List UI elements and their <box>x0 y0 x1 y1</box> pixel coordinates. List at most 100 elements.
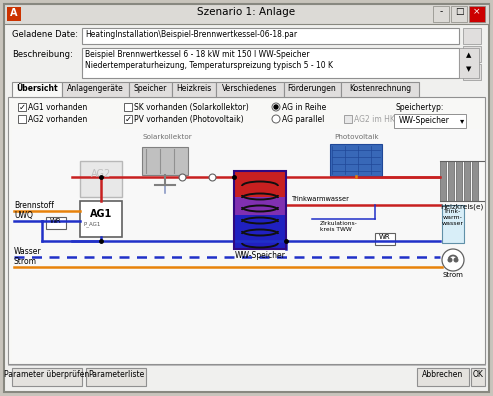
Bar <box>442 205 464 243</box>
Bar <box>463 64 481 80</box>
Circle shape <box>272 103 280 111</box>
Circle shape <box>448 258 452 262</box>
Bar <box>284 82 341 97</box>
Text: ▾: ▾ <box>460 116 464 125</box>
Bar <box>80 201 122 237</box>
Bar <box>463 28 481 44</box>
Circle shape <box>272 115 280 123</box>
Bar <box>459 48 479 78</box>
Bar <box>394 114 466 128</box>
Bar <box>124 115 132 123</box>
Bar <box>456 161 462 201</box>
Text: WR: WR <box>50 218 62 224</box>
Text: Niedertemperaturheizung, Temperaturspreizung typisch 5 - 10 K: Niedertemperaturheizung, Temperatursprei… <box>85 61 333 70</box>
Text: Strom: Strom <box>443 272 463 278</box>
Text: Beschreibung:: Beschreibung: <box>12 50 73 59</box>
Text: PV vorhanden (Photovoltaik): PV vorhanden (Photovoltaik) <box>134 115 244 124</box>
Text: ✓: ✓ <box>19 103 26 112</box>
Bar <box>18 103 26 111</box>
Text: OK: OK <box>473 370 484 379</box>
Text: Kostenrechnung: Kostenrechnung <box>349 84 411 93</box>
Circle shape <box>442 249 464 271</box>
Text: Szenario 1: Anlage: Szenario 1: Anlage <box>197 7 295 17</box>
Text: Solarkollektor: Solarkollektor <box>142 134 192 140</box>
Bar <box>82 28 459 44</box>
Text: A: A <box>10 8 18 18</box>
Text: Speichertyp:: Speichertyp: <box>396 103 444 112</box>
Bar <box>448 161 454 201</box>
Bar <box>234 171 286 198</box>
Text: Heizkreis: Heizkreis <box>176 84 211 93</box>
Bar <box>469 6 485 22</box>
Bar <box>86 368 146 386</box>
Text: AG2 vorhanden: AG2 vorhanden <box>28 115 87 124</box>
Bar <box>172 82 216 97</box>
Text: Brennstoff: Brennstoff <box>14 201 54 210</box>
Bar <box>330 144 382 176</box>
Bar <box>7 7 21 21</box>
Text: Parameter überprüfen: Parameter überprüfen <box>4 370 90 379</box>
Text: Anlagengeräte: Anlagengeräte <box>67 84 123 93</box>
Text: □: □ <box>455 7 463 16</box>
Bar <box>129 82 172 97</box>
Text: Übersicht: Übersicht <box>16 84 58 93</box>
Bar <box>62 82 129 97</box>
Bar <box>234 215 286 250</box>
Bar <box>124 103 132 111</box>
Text: ✓: ✓ <box>125 115 132 124</box>
Text: ×: × <box>473 7 481 16</box>
Bar <box>341 82 419 97</box>
Text: AG parallel: AG parallel <box>282 115 324 124</box>
Bar <box>8 97 485 364</box>
Bar <box>12 129 481 360</box>
Bar <box>142 147 188 175</box>
Text: Speicher: Speicher <box>133 84 167 93</box>
Text: Verschiedenes: Verschiedenes <box>222 84 278 93</box>
Text: Abbrechen: Abbrechen <box>423 370 463 379</box>
Text: HeatingInstallation\Beispiel-Brennwertkessel-06-18.par: HeatingInstallation\Beispiel-Brennwertke… <box>85 30 297 39</box>
Bar <box>18 115 26 123</box>
Bar <box>417 368 469 386</box>
Text: WR: WR <box>379 234 391 240</box>
Text: -: - <box>439 7 443 16</box>
Text: P_AG1: P_AG1 <box>84 221 102 227</box>
Bar <box>12 82 62 97</box>
Text: Trinkwarmwasser: Trinkwarmwasser <box>292 196 350 202</box>
Bar <box>4 4 489 24</box>
Text: WW-Speicher: WW-Speicher <box>235 251 285 260</box>
Text: AG1 vorhanden: AG1 vorhanden <box>28 103 87 112</box>
Text: Heizkreis(e): Heizkreis(e) <box>440 203 484 209</box>
Text: AG2: AG2 <box>91 169 111 179</box>
Bar <box>82 48 459 78</box>
Circle shape <box>274 105 278 109</box>
Text: Zirkulations-
kreis TWW: Zirkulations- kreis TWW <box>320 221 358 232</box>
Bar <box>344 115 352 123</box>
Bar <box>234 197 286 216</box>
Text: Geladene Date:: Geladene Date: <box>12 30 78 39</box>
Text: Förderungen: Förderungen <box>287 84 336 93</box>
Text: ▼: ▼ <box>466 66 472 72</box>
Text: Parameterliste: Parameterliste <box>88 370 144 379</box>
Text: ▲: ▲ <box>466 52 472 58</box>
Text: AG in Reihe: AG in Reihe <box>282 103 326 112</box>
Bar <box>451 6 467 22</box>
Bar <box>375 233 395 245</box>
Text: AG1: AG1 <box>90 209 112 219</box>
Bar <box>433 6 449 22</box>
Text: Photovoltaik: Photovoltaik <box>335 134 379 140</box>
Bar <box>440 161 446 201</box>
Bar <box>472 161 478 201</box>
Text: AG2 im HK-VL: AG2 im HK-VL <box>354 115 406 124</box>
Bar <box>80 161 122 197</box>
Circle shape <box>454 258 458 262</box>
Bar <box>463 46 481 62</box>
Text: SK vorhanden (Solarkollektor): SK vorhanden (Solarkollektor) <box>134 103 249 112</box>
Bar <box>464 161 470 201</box>
Bar <box>234 171 286 249</box>
Text: Trink-
warm-
wasser: Trink- warm- wasser <box>442 209 464 226</box>
Text: Strom: Strom <box>14 257 37 266</box>
Bar <box>12 368 82 386</box>
Bar <box>216 82 284 97</box>
Text: Beispiel Brennwertkessel 6 - 18 kW mit 150 l WW-Speicher: Beispiel Brennwertkessel 6 - 18 kW mit 1… <box>85 50 310 59</box>
Bar <box>471 368 485 386</box>
